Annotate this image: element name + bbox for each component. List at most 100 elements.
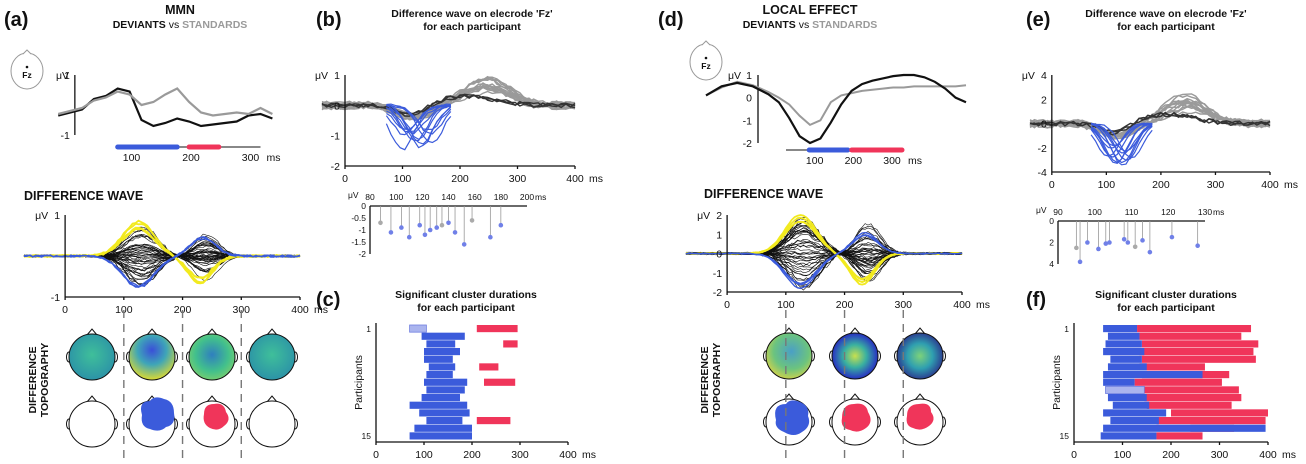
- e-waves-unit: μV: [1022, 70, 1035, 82]
- a-diff-unit: μV: [35, 210, 48, 222]
- d-erp-series-deviants: [705, 73, 967, 145]
- electrode-label-d: Fz: [701, 61, 710, 71]
- c-clusters-bar-red: [479, 363, 499, 371]
- d-diff-trace-blue: [685, 234, 963, 285]
- panel-f-title-1: Significant cluster durations: [1095, 289, 1237, 301]
- standards-label: STANDARDS: [182, 19, 247, 31]
- e-peaks-ytick: 0: [1049, 216, 1054, 226]
- e-peaks-unit: μV: [1036, 205, 1047, 215]
- topography-a-2-nose: [146, 328, 158, 336]
- c-clusters-bar-blue: [409, 401, 468, 409]
- b-peaks-ytick: -1: [358, 225, 366, 235]
- d-erp-xtick-label: 200: [845, 155, 863, 167]
- topography-d-1: [765, 332, 813, 380]
- f-clusters-bar-blue: [1107, 394, 1147, 402]
- c-clusters-bar-blue: [426, 386, 465, 394]
- c-clusters-bar-blue: [414, 424, 472, 432]
- d-diff-unit: μV: [697, 210, 710, 222]
- f-clusters-bar-blue: [1110, 355, 1142, 363]
- f-clusters-xtick-label: 0: [1071, 449, 1077, 461]
- e-peaks-point: [1077, 259, 1083, 265]
- e-peaks-point: [1169, 234, 1175, 240]
- cluster-blob-red: [203, 403, 229, 430]
- b-peaks-point: [461, 242, 467, 247]
- a-erp-xtick-label: 300: [242, 152, 260, 164]
- topography-a-4: [248, 333, 296, 381]
- topography-d-3-nose: [914, 327, 926, 335]
- cluster-blob-red-d2: [906, 403, 934, 430]
- f-clusters-bar-red: [1171, 409, 1268, 417]
- b-peaks-point: [422, 232, 428, 238]
- panel-label-a: (a): [4, 9, 28, 31]
- c-clusters-bar-blue: [428, 363, 456, 371]
- f-clusters-bar-blue: [1110, 417, 1159, 425]
- e-waves-xtick-label: 0: [1049, 179, 1055, 191]
- b-peaks-point: [417, 222, 423, 228]
- topo-label-d-1: DIFFERENCE: [699, 346, 711, 413]
- e-peaks-point: [1074, 245, 1079, 251]
- panel-c-title-1: Significant cluster durations: [395, 289, 537, 301]
- e-waves-ms-label: ms: [1284, 179, 1298, 191]
- b-waves-xtick-label: 100: [394, 173, 412, 185]
- f-clusters-bar-blue: [1107, 332, 1140, 340]
- e-peaks-ms-label: ms: [1213, 207, 1224, 217]
- c-clusters-bar-blue: [409, 324, 427, 333]
- b-peaks-ytick: -0.5: [351, 213, 366, 223]
- d-diff-ytick: -1: [713, 268, 722, 280]
- f-clusters-bar-red: [1137, 325, 1252, 333]
- a-erp-xtick-label: 100: [123, 152, 141, 164]
- e-waves-xtick-label: 100: [1098, 179, 1116, 191]
- f-clusters-bar-blue: [1105, 340, 1142, 348]
- b-waves-trace-blue: [386, 103, 451, 131]
- c-clusters-xtick-label: 300: [511, 449, 529, 461]
- panel-label-c: (c): [316, 289, 340, 311]
- e-peaks-point: [1107, 240, 1112, 245]
- participant-waves-chart-b: μV -2 -1 0 1 0 100 200 300 400 ms: [315, 70, 603, 185]
- panel-a-title: MMN: [165, 3, 195, 17]
- panel-label-e: (e): [1026, 9, 1050, 31]
- c-clusters-ms-label: ms: [582, 449, 596, 461]
- e-waves-trace-blue: [1090, 122, 1153, 159]
- b-peaks-xtick-label: 140: [441, 192, 455, 202]
- cluster-map-a-4-nose: [266, 395, 278, 403]
- b-waves-trace-black: [321, 93, 576, 115]
- a-diff-xtick-label: 0: [62, 304, 68, 316]
- cluster-map-d-2-nose: [849, 393, 861, 401]
- b-waves-xtick-label: 300: [509, 173, 527, 185]
- e-peaks-xtick-label: 110: [1125, 207, 1139, 217]
- b-peaks-point: [469, 218, 475, 223]
- d-erp-xtick-label: 100: [806, 155, 824, 167]
- topography-a-3: [188, 333, 236, 381]
- panel-b-title-1: Difference wave on elecrode 'Fz': [391, 8, 552, 20]
- topography-row-d: [763, 310, 946, 458]
- a-diff-trace-blue: [23, 236, 301, 288]
- f-clusters-ms-label: ms: [1282, 449, 1296, 461]
- f-clusters-bar-red: [1146, 401, 1232, 409]
- vs-label: vs: [169, 19, 180, 31]
- participant-waves-chart-e: μV 420-2-40 100 200 300 400 ms: [1022, 70, 1298, 191]
- b-peaks-xtick-label: 120: [415, 192, 429, 202]
- c-clusters-ytick: 1: [366, 324, 371, 334]
- panel-b-title-2: for each participant: [423, 21, 521, 33]
- cluster-durations-chart-c: 1 15 Participants 0 100 200 300 400 ms: [353, 323, 596, 461]
- panel-label-d: (d): [658, 9, 684, 31]
- deviants-label: DEVIANTS: [113, 19, 166, 31]
- b-peaks-unit: μV: [348, 190, 359, 200]
- topography-a-4-nose: [266, 328, 278, 336]
- b-peaks-ytick: 0: [361, 201, 366, 211]
- e-peaks-point: [1147, 249, 1153, 255]
- c-clusters-bar-blue: [426, 340, 456, 348]
- d-erp-ms-label: ms: [908, 155, 922, 167]
- e-waves-trace-blue: [1090, 123, 1153, 154]
- e-peaks-point: [1125, 240, 1131, 245]
- e-waves-ytick: 4: [1041, 70, 1047, 82]
- topography-d-2-nose: [849, 327, 861, 335]
- e-peaks-ytick: 4: [1049, 259, 1054, 269]
- e-waves-xtick-label: 300: [1207, 179, 1225, 191]
- b-waves-trace-grey: [321, 77, 576, 120]
- e-peaks-point: [1140, 238, 1145, 243]
- e-peaks-point: [1121, 236, 1127, 242]
- c-clusters-xtick-label: 0: [373, 449, 379, 461]
- a-erp-unit: μV: [56, 70, 69, 82]
